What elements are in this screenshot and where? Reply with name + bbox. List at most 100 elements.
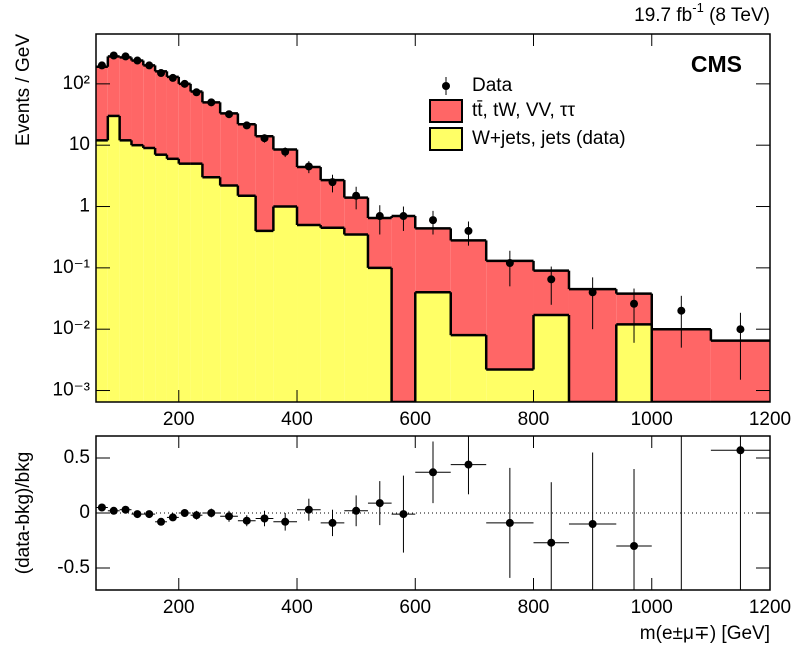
histogram-bar [190,163,203,402]
lumi-exponent: -1 [692,0,704,15]
data-point [352,191,361,200]
data-point [121,52,130,61]
histogram-bar [166,76,179,159]
histogram-bar [320,227,345,402]
histogram-bar [202,102,221,178]
data-point [304,505,313,514]
x-tick-label: 1200 [749,597,791,618]
histogram-bar [297,224,321,402]
y-tick-label: 0 [79,502,90,523]
data-point [505,518,514,527]
experiment-label: CMS [691,51,742,77]
histogram-bar [202,177,221,402]
x-axis-title: m(e±μ∓) [GeV] [640,623,770,644]
data-point [97,61,106,70]
data-point [145,61,154,70]
data-point [180,509,189,517]
data-point [180,79,189,88]
data-point [242,121,251,130]
data-point [630,542,639,550]
data-point [168,73,177,82]
histogram-bar [450,335,487,402]
data-point [630,299,639,308]
histogram-bar [220,185,238,402]
histogram-bar [131,145,144,402]
histogram-bar [178,163,191,402]
histogram-bar [143,147,156,402]
histogram-bar [96,140,108,402]
x-tick-label: 600 [399,597,431,618]
histogram-bar [190,91,203,164]
histogram-bar [255,230,274,402]
data-point [399,510,408,519]
data-point [145,510,154,519]
x-tick-label: 600 [399,409,431,430]
frame [95,435,771,591]
x-tick-label: 1000 [631,409,673,430]
lumi-energy: (8 TeV) [704,5,770,26]
data-point [281,517,290,526]
data-point [157,517,166,526]
histogram-bar [119,140,132,402]
data-point [260,514,269,523]
legend-label: W+jets, jets (data) [472,128,626,149]
data-point [547,538,556,547]
histogram-bar [415,228,451,293]
histogram-bar [273,206,298,402]
data-point [429,216,437,225]
data-point [109,506,118,515]
histogram-bar [119,57,132,141]
legend-swatch [429,99,463,123]
data-point [281,147,290,156]
histogram-bar [367,267,392,402]
data-point [505,259,514,268]
frame [95,33,771,403]
data-point [375,499,384,508]
histogram-bar [391,216,416,402]
histogram-bar [237,195,256,402]
data-point [328,518,337,527]
y-tick-label: 10⁻³ [53,380,91,401]
y-tick-label: 10 [69,134,90,155]
lumi-label: 19.7 fb-1 (8 TeV) [634,0,770,26]
x-tick-label: 1200 [749,409,791,430]
legend-label: Data [472,75,513,96]
data-point [168,513,177,522]
y-axis-title: Events / GeV [13,34,34,146]
legend-label: tt̄, tW, VV, ττ [472,100,576,121]
histogram-bar [107,115,120,402]
data-point [97,503,106,512]
histogram-bar [155,154,167,402]
histogram-bar [131,60,144,146]
histogram-bar [415,292,451,402]
data-point [109,51,118,60]
histogram-bar [166,158,179,402]
y-tick-label: 10⁻² [53,318,91,339]
histogram-bar [450,240,487,336]
data-point [328,178,337,187]
data-point [207,98,216,107]
data-point [207,509,216,517]
histogram-bar [96,66,108,141]
data-point [133,510,142,519]
data-point [133,56,142,65]
histogram-bar [320,180,345,228]
x-tick-label: 800 [518,409,550,430]
plot-area [96,51,770,402]
histogram-bar [107,56,120,116]
histogram-bar [533,315,569,402]
data-point [260,134,269,143]
data-point [225,110,234,119]
lumi: 19.7 fb [634,5,692,26]
histogram-bar [273,149,298,207]
data-point [192,511,201,520]
data-point [588,520,597,528]
histogram-bar [297,167,321,225]
x-tick-label: 200 [163,597,195,618]
data-point [192,88,201,97]
y-tick-label: 0.5 [64,447,90,468]
data-point [399,212,408,221]
data-point [588,288,597,297]
